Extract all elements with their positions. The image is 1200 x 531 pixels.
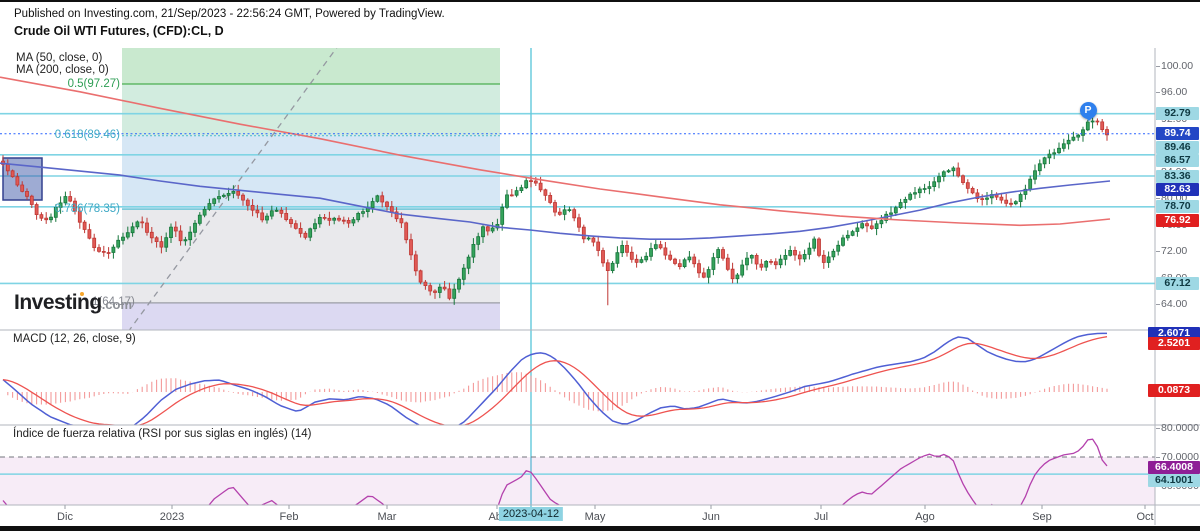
axis-badge: 83.36	[1156, 170, 1199, 183]
page-title: Crude Oil WTI Futures, (CFD):CL, D	[14, 24, 224, 38]
fib-label: 0.786(78.35)	[54, 203, 120, 215]
price-axis-label: 100.00	[1155, 60, 1194, 72]
investing-logo-word: Investing	[14, 291, 102, 314]
macd-pane	[2, 332, 1108, 425]
rsi-legend: Índice de fuerza relativa (RSI por sus s…	[13, 428, 312, 440]
axis-badge: 66.4008	[1148, 461, 1200, 474]
ma50-legend: MA (50, close, 0)	[16, 52, 103, 64]
time-axis-ticks	[64, 505, 1146, 509]
rsi-line	[2, 438, 1108, 505]
axis-badge: 89.46	[1156, 141, 1199, 154]
axis-badge: 78.70	[1156, 200, 1199, 213]
rsi-axis-label: 80.0000	[1156, 422, 1199, 434]
axis-badge: 92.79	[1156, 107, 1199, 120]
fib-label: 0.618(89.46)	[54, 129, 120, 141]
axis-badge: 89.74	[1156, 127, 1199, 140]
candlestick-series	[1, 116, 1109, 306]
investing-logo: Investing.com	[14, 291, 132, 315]
axis-badge: 76.92	[1156, 214, 1199, 227]
event-date-badge: 2023-04-12	[498, 507, 564, 521]
fib-level-lines	[122, 83, 500, 304]
investing-logo-com: .com	[101, 297, 133, 312]
axis-badge: 82.63	[1156, 183, 1199, 196]
price-axis-label: 72.00	[1155, 245, 1188, 257]
time-axis-label: May	[584, 511, 606, 523]
rsi-band	[0, 457, 1155, 505]
axis-badge: 64.1001	[1148, 474, 1200, 487]
bottom-border	[0, 526, 1200, 531]
time-axis-label: 2023	[159, 511, 185, 523]
axis-badge: 2.5201	[1148, 337, 1200, 350]
p-pin-marker[interactable]: P	[1079, 101, 1097, 121]
logo-orange-dot-icon	[80, 292, 84, 296]
macd-line	[2, 332, 1107, 425]
top-border	[0, 0, 1200, 2]
time-axis-label: Ago	[915, 511, 935, 523]
time-axis-label: Dic	[57, 511, 73, 523]
time-axis-label: Oct	[1136, 511, 1154, 523]
macd-signal-line	[2, 336, 1108, 425]
axis-badge: 86.57	[1156, 154, 1199, 167]
macd-histogram	[7, 372, 1108, 412]
rsi-pane	[0, 438, 1155, 505]
ma200-legend: MA (200, close, 0)	[16, 64, 109, 76]
ma200-line	[0, 76, 1111, 227]
time-axis-label: Feb	[279, 511, 299, 523]
pane-separators	[0, 48, 1200, 525]
published-line: Published on Investing.com, 21/Sep/2023 …	[14, 8, 445, 20]
time-axis-label: Jul	[813, 511, 829, 523]
rsi-axis-label: 70.0000	[1156, 451, 1199, 463]
axis-badge: 0.0873	[1148, 384, 1200, 397]
fib-label: 0.5(97.27)	[67, 78, 120, 90]
macd-legend: MACD (12, 26, close, 9)	[13, 333, 136, 345]
axis-badge: 2.6071	[1148, 327, 1200, 340]
price-axis-label: 96.00	[1155, 86, 1188, 98]
price-axis-label: 64.00	[1155, 298, 1188, 310]
axis-badge: 67.12	[1156, 277, 1199, 290]
time-axis-label: Mar	[377, 511, 397, 523]
time-axis-label: Sep	[1032, 511, 1052, 523]
ma50-line	[0, 162, 1111, 240]
time-axis-label: Jun	[702, 511, 720, 523]
fib-zones	[122, 48, 500, 330]
fib-label: 1(64.17)	[92, 296, 135, 308]
